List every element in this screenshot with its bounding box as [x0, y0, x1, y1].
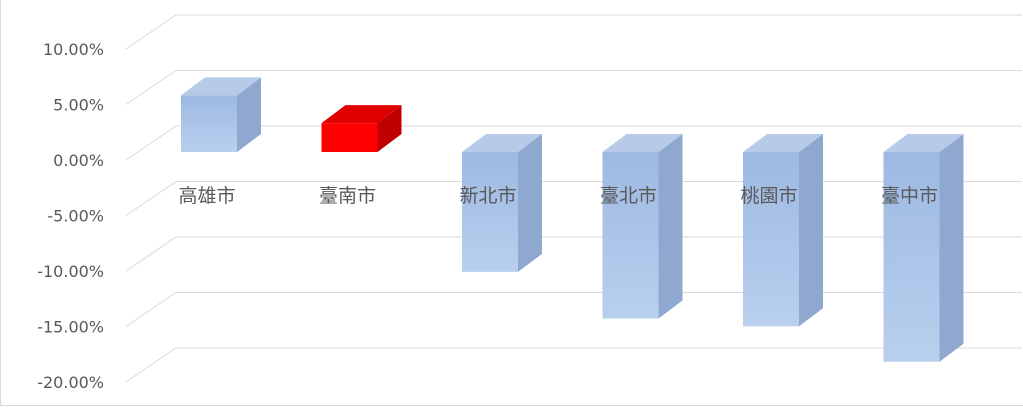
y-axis: 10.00% 5.00% 0.00% -5.00% -10.00% -15.00% -20.…	[37, 40, 104, 392]
bar	[462, 134, 542, 272]
y-tick-label: -10.00%	[37, 262, 104, 281]
y-tick-label: 5.00%	[53, 96, 104, 115]
gridline	[125, 347, 1023, 383]
y-tick-label: -5.00%	[47, 207, 104, 226]
bar-top-face	[602, 134, 683, 152]
x-category-label: 桃園市	[740, 185, 797, 207]
bar-front-face	[321, 123, 378, 152]
gridline	[125, 14, 1023, 50]
gridline	[125, 236, 1023, 272]
bar-front-face	[181, 95, 237, 152]
y-tick-label: 10.00%	[43, 40, 104, 59]
bar	[602, 134, 683, 319]
bar	[321, 105, 402, 152]
bar-front-face	[883, 152, 940, 362]
grid-layer	[125, 14, 1023, 383]
bar-top-face	[883, 134, 964, 152]
x-category-label: 臺北市	[600, 185, 657, 207]
gridline	[125, 70, 1023, 105]
bar-side-face	[658, 134, 683, 319]
bar-top-face	[743, 134, 823, 152]
bar-top-face	[181, 77, 261, 96]
bar	[743, 134, 823, 327]
bar-top-face	[321, 105, 402, 124]
gridline	[125, 292, 1023, 327]
y-tick-label: -20.00%	[37, 373, 104, 392]
bar	[883, 134, 964, 362]
bar-top-face	[462, 134, 542, 152]
bar-side-face	[939, 134, 964, 362]
y-tick-label: 0.00%	[53, 151, 104, 170]
bar	[181, 77, 261, 152]
bar-front-face	[602, 152, 659, 319]
x-category-label: 臺中市	[881, 185, 938, 207]
y-tick-label: -15.00%	[37, 318, 104, 337]
bar-side-face	[237, 77, 261, 152]
bar-side-face	[799, 134, 823, 327]
bar-front-face	[462, 152, 518, 272]
gridline	[125, 125, 1023, 161]
bar-side-face	[518, 134, 542, 272]
x-category-label: 新北市	[459, 185, 516, 207]
gridline	[125, 181, 1023, 216]
bar-front-face	[743, 152, 799, 327]
category-labels: 高雄市 臺南市 新北市 臺北市 桃園市 臺中市	[178, 185, 938, 207]
bar-side-face	[377, 105, 402, 152]
x-category-label: 臺南市	[319, 185, 376, 207]
bars-layer	[181, 77, 964, 362]
x-category-label: 高雄市	[178, 185, 235, 207]
